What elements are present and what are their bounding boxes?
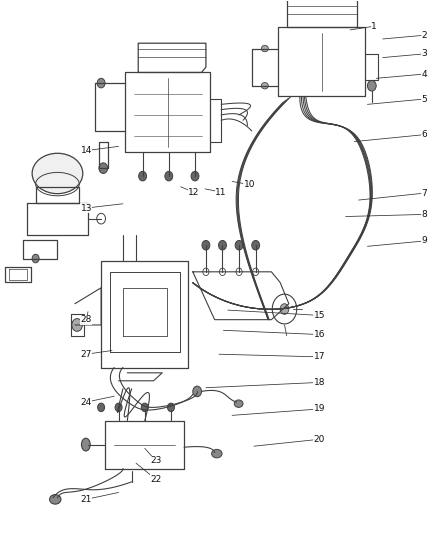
Ellipse shape (191, 171, 199, 181)
Text: 14: 14 (81, 146, 92, 155)
Ellipse shape (167, 403, 174, 411)
Text: 27: 27 (81, 350, 92, 359)
Ellipse shape (72, 319, 82, 332)
Text: 12: 12 (188, 188, 199, 197)
Ellipse shape (81, 438, 90, 451)
Ellipse shape (139, 171, 147, 181)
Text: 3: 3 (421, 50, 427, 58)
Ellipse shape (202, 240, 210, 250)
Ellipse shape (261, 83, 268, 89)
Text: 2: 2 (421, 31, 427, 40)
Text: 20: 20 (314, 435, 325, 444)
Ellipse shape (115, 403, 122, 411)
Text: 15: 15 (314, 311, 325, 320)
Ellipse shape (219, 240, 226, 250)
Ellipse shape (98, 403, 105, 411)
Ellipse shape (32, 254, 39, 263)
Text: 22: 22 (150, 475, 161, 483)
Ellipse shape (212, 449, 222, 458)
Ellipse shape (141, 403, 148, 411)
Text: 17: 17 (314, 352, 325, 361)
Text: 23: 23 (150, 456, 161, 465)
Ellipse shape (367, 80, 376, 91)
Text: 7: 7 (421, 189, 427, 198)
Ellipse shape (99, 163, 108, 173)
Text: 24: 24 (81, 398, 92, 407)
Text: 18: 18 (314, 378, 325, 387)
Text: 28: 28 (81, 315, 92, 324)
Ellipse shape (235, 240, 243, 250)
Ellipse shape (49, 495, 61, 504)
Text: 5: 5 (421, 94, 427, 103)
Text: 1: 1 (371, 22, 377, 31)
Text: 11: 11 (215, 188, 227, 197)
Ellipse shape (165, 171, 173, 181)
Text: 9: 9 (421, 237, 427, 246)
Ellipse shape (280, 304, 289, 314)
Text: 21: 21 (81, 495, 92, 504)
Text: 10: 10 (244, 180, 255, 189)
Ellipse shape (32, 154, 83, 193)
Text: 16: 16 (314, 330, 325, 339)
Ellipse shape (261, 45, 268, 52)
Ellipse shape (252, 240, 260, 250)
Text: 19: 19 (314, 405, 325, 414)
Text: 8: 8 (421, 210, 427, 219)
Ellipse shape (97, 78, 105, 88)
Ellipse shape (234, 400, 243, 407)
Text: 4: 4 (421, 70, 427, 78)
Text: 6: 6 (421, 130, 427, 139)
Text: 13: 13 (81, 204, 92, 213)
Ellipse shape (193, 386, 201, 397)
